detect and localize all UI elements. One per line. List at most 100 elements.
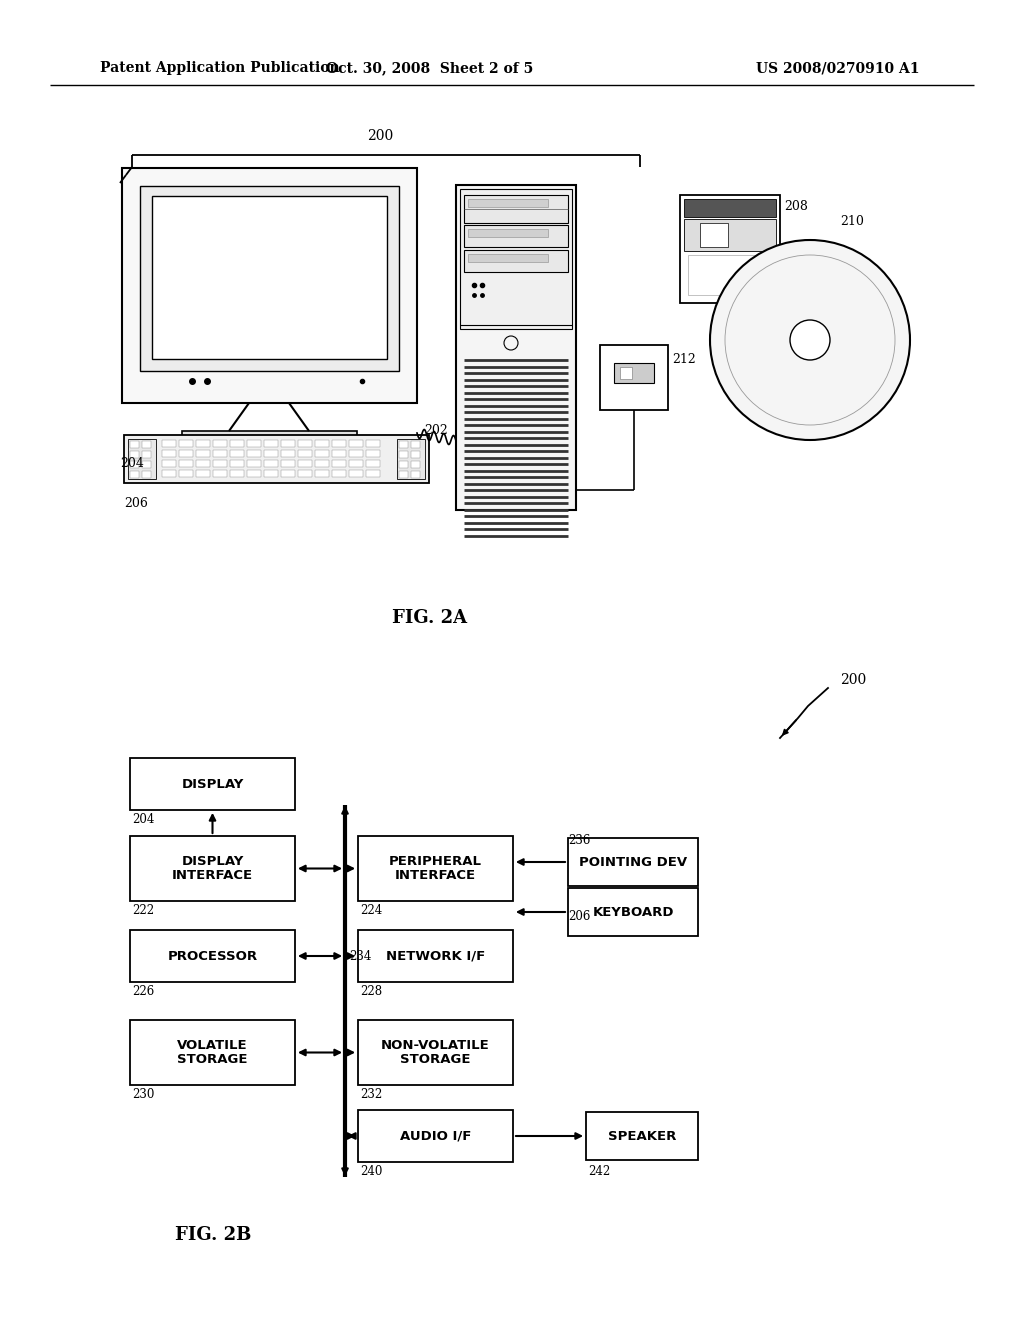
Text: AUDIO I/F: AUDIO I/F [399,1130,471,1143]
Bar [464,195,568,223]
Bar [130,931,295,982]
Bar [247,450,261,457]
Bar [684,199,776,216]
Bar [315,459,329,467]
Bar [264,470,278,477]
Bar [568,888,698,936]
Bar [332,459,346,467]
Bar [349,459,362,467]
Bar [264,459,278,467]
Bar [332,470,346,477]
Bar [460,189,572,329]
Bar [142,451,151,458]
Bar [411,461,420,469]
Bar [568,838,698,886]
Bar [366,470,380,477]
Bar [179,470,193,477]
Bar [298,450,312,457]
Text: FIG. 2B: FIG. 2B [175,1226,251,1243]
Bar [411,441,420,447]
Bar [142,471,151,478]
Bar [600,345,668,411]
Bar [349,470,362,477]
Text: NETWORK I/F: NETWORK I/F [386,949,485,962]
Bar [122,168,417,403]
Text: 236: 236 [568,834,591,847]
Bar [130,1020,295,1085]
Bar [399,461,408,469]
Bar [130,836,295,902]
Text: VOLATILE: VOLATILE [177,1039,248,1052]
Bar [586,1111,698,1160]
Text: 200: 200 [840,673,866,686]
Bar [264,450,278,457]
Bar [399,471,408,478]
Text: 228: 228 [360,985,382,998]
Bar [397,440,425,479]
Bar [179,459,193,467]
Circle shape [710,240,910,440]
Text: 224: 224 [360,904,382,917]
Bar [162,470,176,477]
Bar [680,195,780,304]
Text: US 2008/0270910 A1: US 2008/0270910 A1 [757,61,920,75]
Bar [684,219,776,251]
Text: 226: 226 [132,985,155,998]
Text: FIG. 2A: FIG. 2A [392,609,468,627]
Text: 202: 202 [424,424,449,437]
Bar [179,450,193,457]
Bar [152,449,387,463]
Text: 206: 206 [568,909,591,923]
Circle shape [790,319,830,360]
Bar [162,440,176,447]
Bar [230,450,244,457]
Bar [358,931,513,982]
Bar [196,470,210,477]
Text: 200: 200 [367,129,393,143]
Bar [411,451,420,458]
Bar [298,470,312,477]
Text: 208: 208 [784,201,808,214]
Text: 210: 210 [840,215,864,228]
Bar [140,186,399,371]
Text: NON-VOLATILE: NON-VOLATILE [381,1039,489,1052]
Bar [298,459,312,467]
Text: INTERFACE: INTERFACE [172,869,253,882]
Text: 222: 222 [132,904,155,917]
Bar [468,199,548,207]
Text: 204: 204 [132,813,155,826]
Text: 232: 232 [360,1088,382,1101]
Bar [464,249,568,272]
Bar [349,440,362,447]
Bar [349,450,362,457]
Bar [130,461,139,469]
Bar [196,459,210,467]
Bar [196,440,210,447]
Bar [142,461,151,469]
Bar [213,440,227,447]
Bar [399,451,408,458]
Bar [298,440,312,447]
Bar [614,363,654,383]
Bar [162,450,176,457]
Text: POINTING DEV: POINTING DEV [579,855,687,869]
Text: STORAGE: STORAGE [400,1053,471,1067]
Bar [366,440,380,447]
Bar [124,436,429,483]
Bar [315,470,329,477]
Text: 242: 242 [588,1166,610,1177]
Bar [358,1020,513,1085]
Bar [179,440,193,447]
Bar [281,440,295,447]
Text: 204: 204 [120,457,144,470]
Bar [688,255,772,294]
Bar [366,459,380,467]
Bar [281,450,295,457]
Bar [213,470,227,477]
Bar [247,440,261,447]
Text: 230: 230 [132,1088,155,1101]
Bar [468,253,548,261]
Bar [230,440,244,447]
Bar [315,450,329,457]
Bar [281,459,295,467]
